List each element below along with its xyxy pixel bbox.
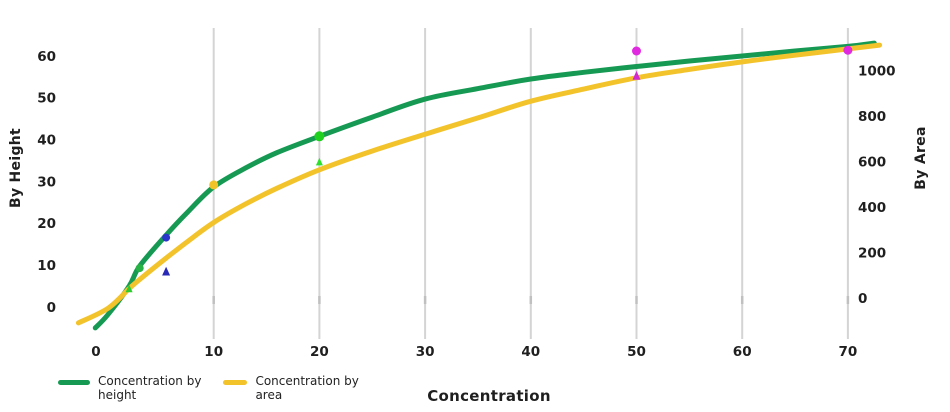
legend: Concentration by height Concentration by a… bbox=[58, 374, 359, 403]
y-right-tick-label-1000: 1000 bbox=[858, 63, 896, 79]
x-axis-title: Concentration bbox=[427, 387, 551, 405]
y-left-tick-label-10: 10 bbox=[37, 258, 56, 274]
legend-label-height: Concentration by height bbox=[98, 374, 201, 403]
x-tick-label-0: 0 bbox=[91, 344, 100, 360]
x-tick-label-40: 40 bbox=[521, 344, 540, 360]
y-left-tick-label-0: 0 bbox=[47, 300, 56, 316]
legend-swatch-area-line bbox=[223, 380, 248, 385]
legend-label-height-line1: Concentration by bbox=[98, 374, 202, 388]
y-left-tick-label-20: 20 bbox=[37, 216, 56, 232]
y-right-tick-label-600: 600 bbox=[858, 154, 886, 170]
data-point-circle-x5.5 bbox=[162, 233, 171, 242]
legend-item-area: Concentration by area bbox=[223, 374, 359, 403]
data-point-triangle-x5.5 bbox=[162, 266, 171, 276]
x-tick-label-20: 20 bbox=[310, 344, 329, 360]
data-point-circle-x70 bbox=[843, 45, 853, 55]
legend-label-area-line2: area bbox=[255, 388, 283, 403]
x-tick-label-60: 60 bbox=[733, 344, 752, 360]
y-right-tick-label-0: 0 bbox=[858, 291, 867, 307]
x-tick-label-70: 70 bbox=[839, 344, 858, 360]
data-point-triangle-x2 bbox=[125, 284, 133, 293]
data-point-circle-x10 bbox=[209, 180, 219, 190]
y-left-tick-label-40: 40 bbox=[37, 133, 56, 149]
legend-label-area-line1: Concentration by bbox=[255, 374, 359, 388]
x-tick-label-50: 50 bbox=[627, 344, 646, 360]
curve-concentration-by-area bbox=[75, 42, 883, 326]
data-point-circle-x50 bbox=[632, 46, 641, 56]
y-left-tick-label-30: 30 bbox=[37, 174, 56, 190]
y-axis-title-left: By Height bbox=[8, 127, 24, 209]
x-tick-label-30: 30 bbox=[416, 344, 435, 360]
data-point-triangle-x50 bbox=[632, 70, 641, 80]
x-tick-label-10: 10 bbox=[204, 344, 223, 360]
curve-concentration-by-height bbox=[92, 40, 877, 331]
data-point-circle-x20 bbox=[314, 131, 325, 142]
data-point-circle-x3 bbox=[135, 264, 144, 273]
y-axis-title-right: By Area bbox=[913, 126, 929, 190]
legend-item-height: Concentration by height bbox=[58, 374, 201, 403]
y-left-tick-label-50: 50 bbox=[37, 91, 56, 107]
y-right-tick-label-200: 200 bbox=[858, 245, 886, 261]
y-left-tick-label-60: 60 bbox=[37, 49, 56, 65]
y-right-tick-label-800: 800 bbox=[858, 109, 886, 125]
legend-swatch-height-line bbox=[58, 380, 90, 385]
y-right-tick-label-400: 400 bbox=[858, 200, 886, 216]
data-point-triangle-x20 bbox=[315, 157, 323, 166]
legend-label-area: Concentration by area bbox=[255, 374, 358, 403]
legend-label-height-line2: height bbox=[98, 388, 137, 403]
